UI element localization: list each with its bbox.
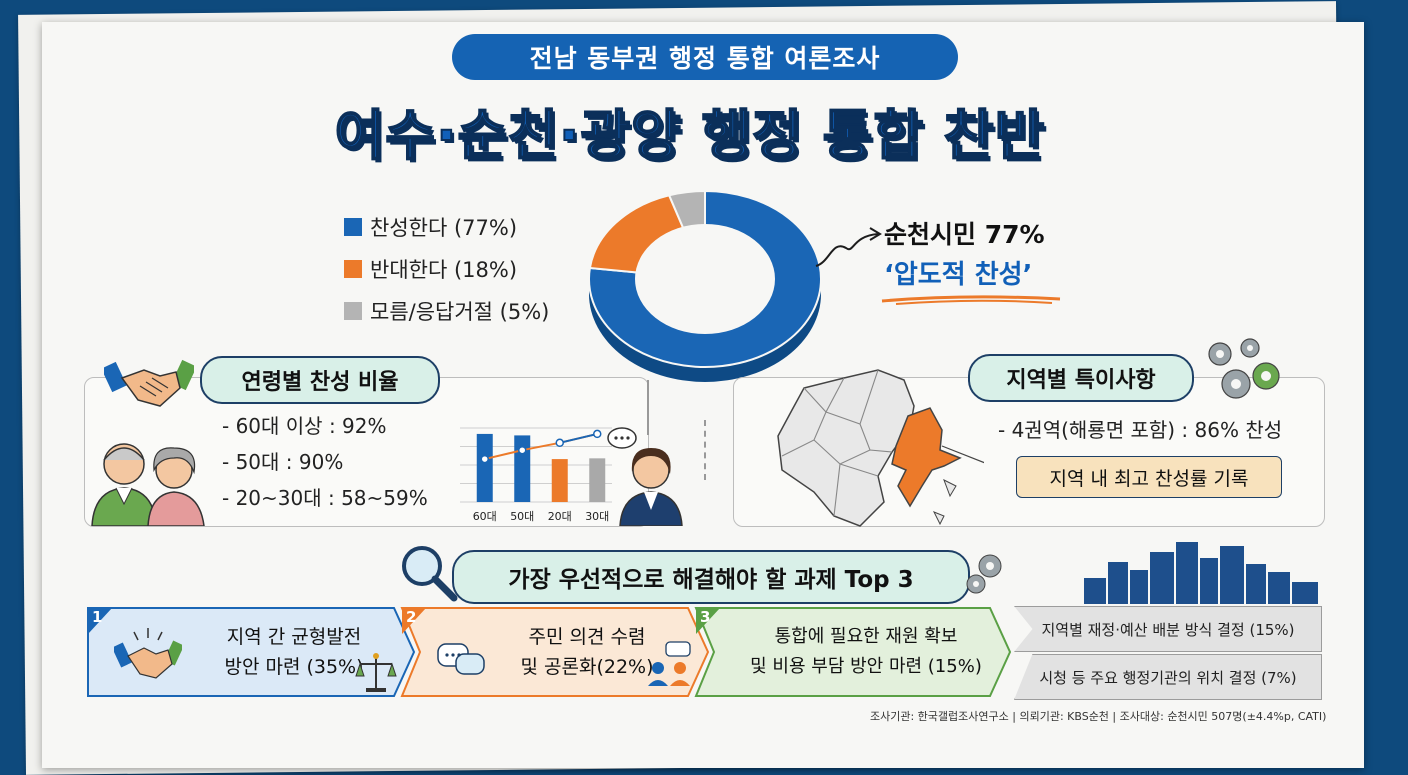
legend-label: 반대한다 (18%) xyxy=(370,258,518,282)
trend-point xyxy=(518,445,527,455)
people-chat-icon xyxy=(648,641,691,686)
handshake-icon xyxy=(114,628,182,679)
gear-icon xyxy=(966,554,1002,594)
gear-icon xyxy=(1208,338,1280,399)
callout-emphasis: ‘압도적 찬성’ xyxy=(884,260,1033,290)
rank-number: 1 xyxy=(92,608,103,626)
dashed-divider xyxy=(704,420,706,480)
underline-stroke xyxy=(881,295,1061,305)
top3-item-line2: 방안 마련 (35%) xyxy=(224,656,364,678)
tick-label: 60대 xyxy=(473,510,497,523)
legend-swatch xyxy=(344,302,362,320)
bar-60대 xyxy=(476,433,493,502)
legend-item-favor: 찬성한다 (77%) xyxy=(344,206,549,248)
magnifier-icon xyxy=(402,546,458,602)
age-section-title: 연령별 찬성 비율 xyxy=(200,356,440,404)
extra-item-budget: 지역별 재정·예산 배분 방식 결정 (15%) xyxy=(1014,606,1322,652)
legend-swatch xyxy=(344,218,362,236)
chevron-shape xyxy=(694,607,1012,697)
region-note: 지역 내 최고 찬성률 기록 xyxy=(1016,456,1282,498)
legend-swatch xyxy=(344,260,362,278)
extra-item-location: 시청 등 주요 행정기관의 위치 결정 (7%) xyxy=(1014,654,1322,700)
top3-item-line2: 및 공론화(22%) xyxy=(520,656,654,678)
age-item-20-30: - 20~30대 : 58~59% xyxy=(222,486,428,510)
tick-label: 30대 xyxy=(585,510,609,523)
elderly-couple-icon xyxy=(91,443,205,526)
chevron-corner xyxy=(88,608,112,634)
footnote: 조사기관: 한국갤럽조사연구소 | 의뢰기관: KBS순천 | 조사대상: 순천… xyxy=(870,710,1327,723)
trend-point xyxy=(555,438,564,448)
top3-item-line1: 주민 의견 수렴 xyxy=(528,626,646,648)
scale-icon xyxy=(355,653,397,692)
donut-chart xyxy=(588,189,822,382)
pie-legend: 찬성한다 (77%) 반대한다 (18%) 모름/응답거절 (5%) xyxy=(344,206,549,332)
legend-item-unknown: 모름/응답거절 (5%) xyxy=(344,290,549,332)
speech-bubble-icon xyxy=(607,427,637,449)
legend-label: 모름/응답거절 (5%) xyxy=(370,300,550,324)
age-item-60: - 60대 이상 : 92% xyxy=(222,414,387,438)
trend-line-tail xyxy=(559,432,598,444)
region-section-title: 지역별 특이사항 xyxy=(968,354,1194,402)
city-skyline-icon xyxy=(1084,542,1318,604)
page-title: 여수·순천·광양 행정 통합 찬반 xyxy=(334,103,1046,168)
chat-icon xyxy=(437,643,485,675)
callout-headline: 순천시민 77% xyxy=(884,220,1045,249)
legend-item-oppose: 반대한다 (18%) xyxy=(344,248,549,290)
connector-line xyxy=(647,380,649,435)
top3-item-line1: 지역 간 균형발전 xyxy=(226,626,362,648)
region-item: - 4권역(해룡면 포함) : 86% 찬성 xyxy=(998,418,1283,442)
top3-item-line2: 및 비용 부담 방안 마련 (15%) xyxy=(750,656,982,677)
bar-30대 xyxy=(589,458,606,502)
legend-label: 찬성한다 (77%) xyxy=(370,216,518,240)
rank-number: 3 xyxy=(700,608,711,626)
age-bar-chart: 60대 50대 20대 30대 xyxy=(460,427,612,523)
bar-50대 xyxy=(514,435,531,502)
tick-label: 50대 xyxy=(510,510,534,523)
top3-title: 가장 우선적으로 해결해야 할 과제 Top 3 xyxy=(452,550,970,604)
rank-number: 2 xyxy=(406,608,417,626)
survey-title: 전남 동부권 행정 통합 여론조사 xyxy=(452,34,958,80)
chevron-body xyxy=(694,607,1012,697)
chevron-corner xyxy=(696,608,720,634)
map-icon xyxy=(777,369,984,527)
businesswoman-icon xyxy=(619,448,683,526)
handshake-icon xyxy=(104,359,194,407)
donut-hole xyxy=(635,224,775,334)
chevron-body xyxy=(87,607,416,697)
top3-item-line1: 통합에 필요한 재원 확보 xyxy=(774,626,958,647)
chevron-corner xyxy=(402,608,426,634)
trend-point xyxy=(480,454,489,464)
bar-20대 xyxy=(551,459,568,502)
callout-arrow-icon xyxy=(815,227,882,267)
chevron-shape xyxy=(87,607,416,697)
tick-label: 20대 xyxy=(548,510,572,523)
age-item-50: - 50대 : 90% xyxy=(222,450,344,474)
trend-point xyxy=(593,429,602,439)
